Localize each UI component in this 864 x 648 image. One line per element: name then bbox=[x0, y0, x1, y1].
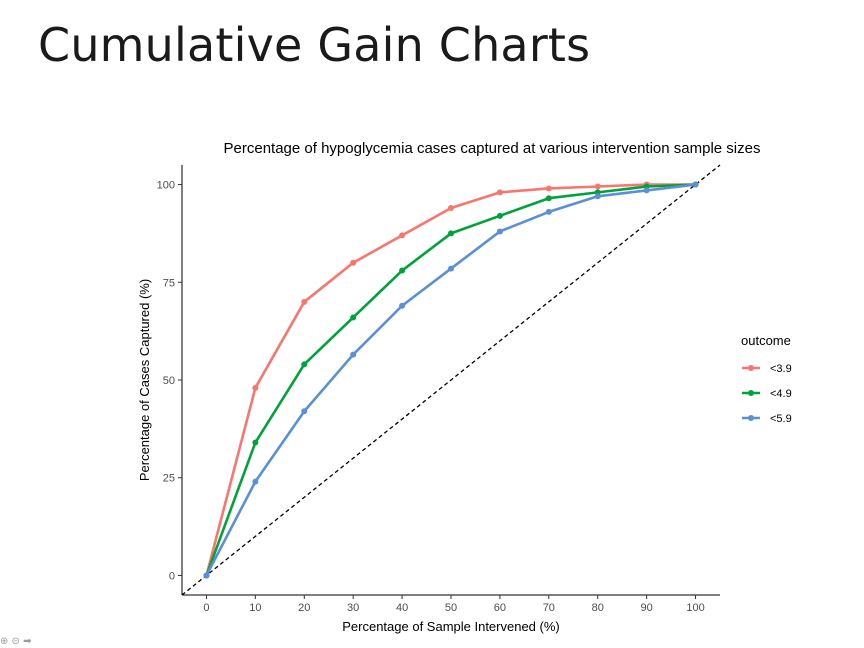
x-tick-label: 0 bbox=[203, 602, 209, 614]
data-point bbox=[301, 361, 308, 368]
x-tick-label: 70 bbox=[543, 602, 555, 614]
x-tick-label: 50 bbox=[445, 602, 457, 614]
data-point bbox=[692, 181, 699, 188]
data-point bbox=[448, 230, 454, 237]
x-tick-label: 100 bbox=[686, 602, 704, 614]
slide-title: Cumulative Gain Charts bbox=[38, 18, 591, 72]
data-point bbox=[594, 183, 601, 190]
x-tick-label: 40 bbox=[396, 602, 408, 614]
data-point bbox=[252, 439, 259, 446]
data-point bbox=[545, 208, 552, 215]
series-3 bbox=[203, 181, 699, 579]
playback-controls[interactable]: ⊕ ⊝ ➡ bbox=[0, 636, 32, 647]
data-point bbox=[643, 187, 650, 194]
data-point bbox=[594, 193, 601, 200]
data-point bbox=[545, 185, 552, 192]
legend-key-point bbox=[748, 415, 754, 421]
legend-title: outcome bbox=[741, 333, 791, 348]
y-tick-label: 75 bbox=[163, 277, 175, 289]
x-tick-label: 20 bbox=[298, 602, 310, 614]
data-point bbox=[448, 265, 454, 272]
series-group bbox=[203, 181, 699, 579]
data-point bbox=[301, 408, 308, 415]
legend: outcome <3.9 <4.9 <5.9 bbox=[741, 333, 792, 425]
y-axis-title: Percentage of Cases Captured (%) bbox=[137, 279, 152, 481]
x-axis-title: Percentage of Sample Intervened (%) bbox=[342, 619, 560, 634]
data-point bbox=[350, 314, 357, 321]
data-point bbox=[399, 232, 406, 239]
data-point bbox=[252, 384, 259, 391]
legend-key-point bbox=[748, 365, 754, 371]
legend-key-point bbox=[748, 390, 754, 396]
legend-label: <5.9 bbox=[770, 413, 792, 425]
data-point bbox=[448, 205, 454, 211]
legend-label: <3.9 bbox=[770, 363, 792, 375]
ticks: 0 10 20 30 40 50 60 70 80 90 100 0 25 50 75 100 bbox=[157, 180, 705, 614]
data-point bbox=[203, 572, 210, 579]
data-point bbox=[301, 298, 308, 305]
x-tick-label: 30 bbox=[347, 602, 359, 614]
x-tick-label: 60 bbox=[494, 602, 506, 614]
y-tick-label: 100 bbox=[157, 180, 175, 192]
reference-line-group bbox=[181, 164, 721, 596]
x-tick-label: 90 bbox=[641, 602, 653, 614]
data-point bbox=[399, 267, 406, 274]
x-tick-label: 10 bbox=[249, 602, 261, 614]
data-point bbox=[496, 212, 503, 219]
y-tick-label: 25 bbox=[163, 473, 175, 485]
y-tick-label: 50 bbox=[163, 375, 175, 387]
data-point bbox=[496, 189, 503, 196]
legend-label: <4.9 bbox=[770, 388, 792, 400]
y-tick-label: 0 bbox=[169, 570, 175, 582]
data-point bbox=[350, 259, 357, 266]
data-point bbox=[350, 351, 357, 358]
reference-line bbox=[181, 164, 721, 596]
data-point bbox=[545, 195, 552, 202]
x-tick-label: 80 bbox=[592, 602, 604, 614]
data-point bbox=[252, 478, 259, 485]
data-point bbox=[496, 228, 503, 235]
data-point bbox=[399, 302, 406, 309]
chart-title: Percentage of hypoglycemia cases capture… bbox=[224, 140, 761, 157]
